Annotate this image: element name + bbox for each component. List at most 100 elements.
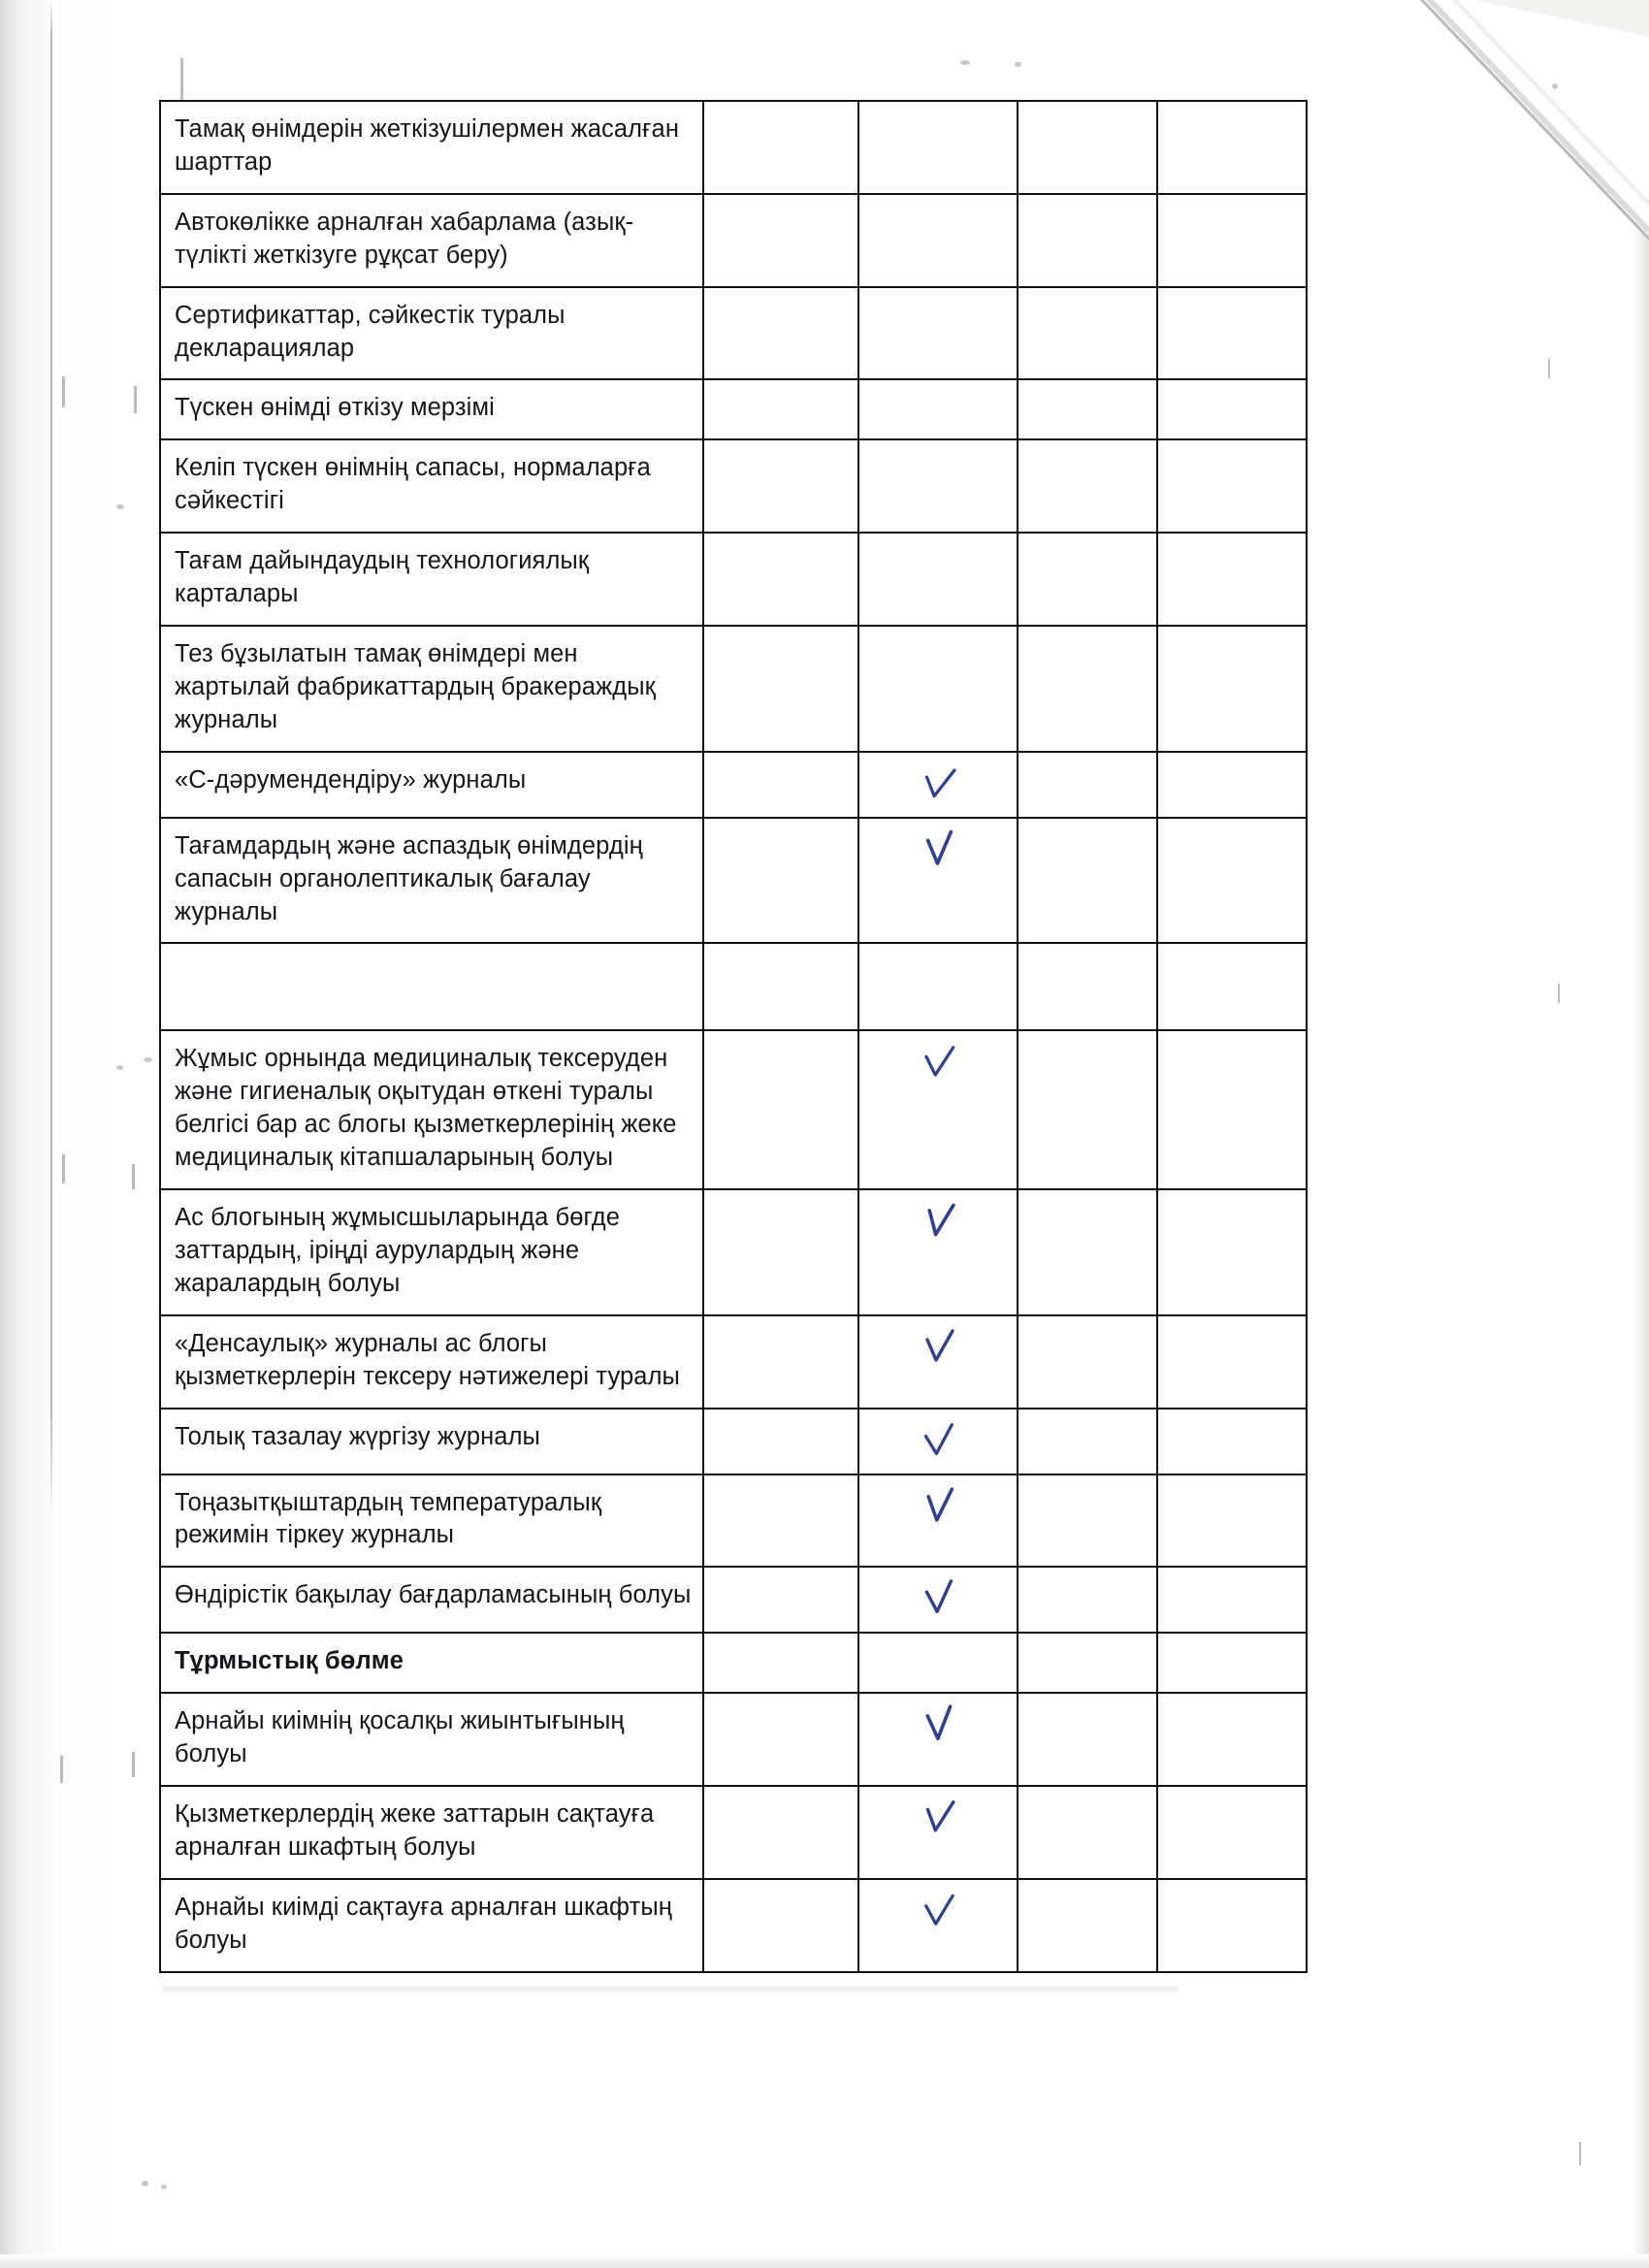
checkbox-cell-col-b[interactable]	[857, 192, 1018, 288]
checkbox-cell-col-b[interactable]	[857, 1473, 1018, 1569]
checkbox-cell-col-c[interactable]	[1017, 1785, 1158, 1880]
checklist-item-cell: «С-дәрумендендіру» журналы	[159, 750, 704, 819]
checkbox-cell-col-d[interactable]	[1156, 816, 1308, 945]
checkbox-cell-col-a[interactable]	[702, 1188, 859, 1316]
checkbox-cell-col-b[interactable]	[857, 1877, 1018, 1973]
handwritten-check-icon	[871, 1195, 1009, 1249]
checkbox-cell-col-c[interactable]	[1017, 100, 1158, 195]
checkbox-cell-col-b[interactable]	[857, 285, 1018, 381]
checkbox-cell-col-c[interactable]	[1017, 942, 1158, 1032]
checkbox-cell-col-b[interactable]	[857, 378, 1018, 441]
checkbox-cell-col-a[interactable]	[702, 750, 859, 819]
checkbox-cell-col-a[interactable]	[702, 285, 859, 381]
checkbox-cell-col-a[interactable]	[702, 532, 859, 627]
checkbox-cell-col-a[interactable]	[702, 1692, 859, 1788]
checkbox-cell-col-b[interactable]	[857, 1313, 1018, 1409]
checkbox-cell-col-d[interactable]	[1156, 1566, 1308, 1635]
checkbox-cell-col-d[interactable]	[1156, 1692, 1308, 1788]
checkbox-cell-col-a[interactable]	[702, 1632, 859, 1695]
checkbox-cell-col-d[interactable]	[1156, 438, 1308, 535]
checkbox-cell-col-a[interactable]	[702, 1566, 859, 1635]
checklist-table: Тамақ өнімдерін жеткізушілермен жасалған…	[159, 100, 1308, 1973]
scan-speck	[161, 2185, 167, 2189]
checkbox-cell-col-b[interactable]	[857, 100, 1018, 195]
checkbox-cell-col-a[interactable]	[702, 192, 859, 288]
section-title-cell: Тұрмыстық бөлме	[159, 1632, 704, 1695]
handwritten-check-icon	[872, 1888, 1008, 1933]
checkbox-cell-col-b[interactable]	[857, 532, 1018, 627]
checkbox-cell-col-d[interactable]	[1156, 1785, 1308, 1880]
checkbox-cell-col-d[interactable]	[1156, 1313, 1308, 1409]
checkbox-cell-col-a[interactable]	[702, 1473, 859, 1569]
checkbox-cell-col-c[interactable]	[1017, 1692, 1158, 1788]
checkbox-cell-col-b[interactable]	[857, 750, 1018, 819]
checkbox-cell-col-b[interactable]	[857, 1029, 1018, 1191]
checkbox-cell-col-a[interactable]	[702, 1029, 859, 1191]
checkbox-cell-col-b[interactable]	[857, 1407, 1018, 1475]
checkbox-cell-col-b[interactable]	[857, 816, 1018, 945]
checkbox-cell-col-b[interactable]	[857, 1566, 1018, 1635]
checklist-item-cell	[159, 942, 704, 1032]
checkbox-cell-col-d[interactable]	[1156, 1188, 1308, 1316]
checkbox-cell-col-a[interactable]	[702, 378, 859, 441]
scan-right-edge	[1632, 0, 1649, 2268]
checklist-item-cell: Қызметкерлердің жеке заттарын сақтауға а…	[159, 1785, 704, 1880]
checkbox-cell-col-d[interactable]	[1156, 1877, 1308, 1973]
checklist-item-cell: Арнайы киімді сақтауға арналған шкафтың …	[159, 1877, 704, 1973]
scan-speck	[1552, 83, 1558, 89]
checkbox-cell-col-c[interactable]	[1017, 1473, 1158, 1569]
checkbox-cell-col-d[interactable]	[1156, 192, 1308, 288]
checkbox-cell-col-b[interactable]	[857, 1188, 1018, 1316]
checkbox-cell-col-a[interactable]	[702, 438, 859, 535]
handwritten-check-icon	[872, 1796, 1008, 1841]
checkbox-cell-col-c[interactable]	[1017, 192, 1158, 288]
checkbox-cell-col-b[interactable]	[857, 438, 1018, 535]
checkbox-cell-col-d[interactable]	[1156, 750, 1308, 819]
checkbox-cell-col-a[interactable]	[702, 624, 859, 753]
checkbox-cell-col-c[interactable]	[1017, 1877, 1158, 1973]
handwritten-check-icon	[871, 1413, 1008, 1466]
checkbox-cell-col-c[interactable]	[1017, 750, 1158, 819]
checkbox-cell-col-a[interactable]	[702, 1313, 859, 1409]
checkbox-cell-col-b[interactable]	[857, 942, 1018, 1032]
checklist-item-cell: Өндірістік бақылау бағдарламасының болуы	[159, 1566, 704, 1635]
checkbox-cell-col-d[interactable]	[1156, 624, 1308, 753]
checkbox-cell-col-b[interactable]	[857, 624, 1018, 753]
scan-speck	[960, 60, 970, 65]
checkbox-cell-col-a[interactable]	[702, 100, 859, 195]
checkbox-cell-col-c[interactable]	[1017, 532, 1158, 627]
checkbox-cell-col-a[interactable]	[702, 816, 859, 945]
checkbox-cell-col-c[interactable]	[1017, 624, 1158, 753]
checklist-item-cell: Түскен өнімді өткізу мерзімі	[159, 378, 704, 441]
checkbox-cell-col-c[interactable]	[1017, 1029, 1158, 1191]
checkbox-cell-col-c[interactable]	[1017, 1407, 1158, 1475]
checkbox-cell-col-b[interactable]	[857, 1632, 1018, 1695]
checkbox-cell-col-d[interactable]	[1156, 100, 1308, 195]
checkbox-cell-col-a[interactable]	[702, 1785, 859, 1880]
checkbox-cell-col-c[interactable]	[1017, 1566, 1158, 1635]
checkbox-cell-col-c[interactable]	[1017, 285, 1158, 381]
checkbox-cell-col-d[interactable]	[1156, 532, 1308, 627]
checkbox-cell-col-d[interactable]	[1156, 378, 1308, 441]
checkbox-cell-col-d[interactable]	[1156, 285, 1308, 381]
checkbox-cell-col-c[interactable]	[1017, 1632, 1158, 1695]
checkbox-cell-col-b[interactable]	[857, 1692, 1018, 1788]
table-row: Келіп түскен өнімнің сапасы, нормаларға …	[159, 438, 1308, 535]
checklist-table-body: Тамақ өнімдерін жеткізушілермен жасалған…	[159, 100, 1308, 1973]
checkbox-cell-col-c[interactable]	[1017, 816, 1158, 945]
checkbox-cell-col-d[interactable]	[1156, 1407, 1308, 1475]
checkbox-cell-col-d[interactable]	[1156, 1029, 1308, 1191]
checkbox-cell-col-c[interactable]	[1017, 1188, 1158, 1316]
checkbox-cell-col-a[interactable]	[702, 1877, 859, 1973]
checkbox-cell-col-a[interactable]	[702, 1407, 859, 1475]
checkbox-cell-col-a[interactable]	[702, 942, 859, 1032]
checkbox-cell-col-b[interactable]	[857, 1785, 1018, 1880]
checkbox-cell-col-c[interactable]	[1017, 1313, 1158, 1409]
checkbox-cell-col-d[interactable]	[1156, 1473, 1308, 1569]
checklist-item-cell: Тағам дайындаудың технологиялық карталар…	[159, 532, 704, 627]
checkbox-cell-col-d[interactable]	[1156, 942, 1308, 1032]
checkbox-cell-col-c[interactable]	[1017, 438, 1158, 535]
scan-speck	[180, 58, 183, 103]
checkbox-cell-col-d[interactable]	[1156, 1632, 1308, 1695]
checkbox-cell-col-c[interactable]	[1017, 378, 1158, 441]
